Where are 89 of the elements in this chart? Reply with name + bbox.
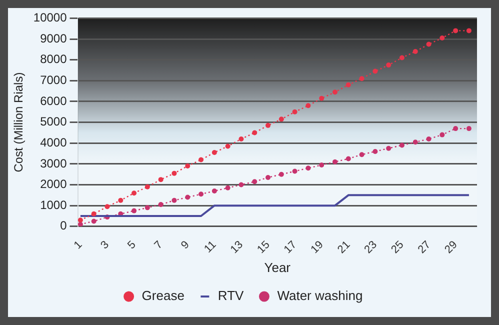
x-tick-label: 21 [336, 238, 353, 256]
point [185, 164, 190, 169]
x-tick-label: 23 [362, 238, 380, 256]
y-tick-label: 3000 [40, 156, 68, 170]
point [386, 62, 392, 68]
point [198, 192, 204, 197]
point [372, 148, 378, 154]
point [466, 126, 472, 132]
y-tick-label: 0 [60, 218, 68, 233]
y-tick-label: 2000 [40, 177, 68, 192]
y-tick-label: 5000 [40, 114, 68, 129]
x-tick-label: 13 [228, 238, 246, 256]
point [278, 172, 284, 177]
point [212, 150, 217, 155]
point [144, 205, 150, 210]
point [332, 90, 338, 95]
point [359, 152, 364, 158]
point [399, 142, 404, 148]
point [306, 166, 311, 171]
y-tick-label: 1000 [40, 198, 68, 212]
point [292, 168, 298, 174]
point [158, 202, 164, 208]
y-tick-label: 4000 [40, 135, 68, 150]
point [466, 28, 472, 34]
x-tick-label: 9 [179, 238, 192, 252]
y-tick-label: 8000 [40, 52, 68, 66]
point [278, 116, 284, 122]
x-tick-label: 11 [202, 238, 219, 256]
point [399, 55, 404, 60]
legend-label: Water washing [277, 288, 363, 304]
point [426, 42, 432, 47]
point [412, 140, 418, 145]
y-tick-label: 6000 [40, 94, 68, 108]
x-tick-label: 25 [389, 238, 406, 256]
point [266, 174, 271, 180]
point [144, 184, 150, 190]
x-tick-label: 17 [282, 238, 300, 256]
point [158, 177, 164, 182]
point [91, 218, 96, 224]
point [91, 211, 96, 216]
point [346, 82, 351, 88]
point [453, 126, 458, 132]
point [412, 49, 418, 54]
legend-label: RTV [218, 288, 244, 304]
x-tick-label: 15 [255, 238, 272, 256]
point [238, 182, 244, 188]
x-tick-label: 29 [442, 238, 460, 256]
point [440, 35, 445, 40]
x-axis-title: Year [264, 260, 292, 275]
point [252, 179, 258, 184]
point [212, 188, 217, 194]
y-tick-label: 9000 [40, 31, 68, 46]
point [225, 144, 230, 149]
y-tick-label: 10000 [33, 10, 68, 25]
point [359, 76, 364, 82]
x-tick-label: 7 [152, 238, 166, 252]
point [319, 96, 324, 101]
point [346, 156, 351, 162]
point [440, 132, 445, 138]
y-axis-title: Cost (Million Rials) [12, 72, 26, 172]
point [266, 122, 271, 128]
point [453, 28, 458, 34]
point [332, 159, 338, 164]
point [238, 136, 244, 142]
x-tick-label: 1 [72, 238, 85, 252]
point [372, 68, 378, 74]
point [132, 190, 137, 196]
point [306, 103, 311, 108]
point [386, 146, 392, 151]
point [172, 198, 177, 203]
point [172, 170, 177, 176]
x-tick-label: 19 [308, 238, 326, 256]
point [78, 222, 83, 226]
point [132, 208, 137, 214]
point [185, 194, 190, 200]
x-tick-label: 27 [416, 238, 434, 256]
point [78, 218, 83, 223]
point [225, 185, 230, 190]
point [292, 109, 298, 114]
x-tick-label: 5 [125, 238, 138, 252]
point [426, 136, 432, 142]
point [319, 162, 324, 168]
y-tick-label: 7000 [40, 72, 68, 87]
point [118, 198, 124, 203]
x-tick-label: 3 [98, 238, 112, 252]
point [198, 157, 204, 162]
point [252, 130, 258, 136]
legend-label: Grease [142, 288, 184, 304]
point [104, 204, 110, 210]
